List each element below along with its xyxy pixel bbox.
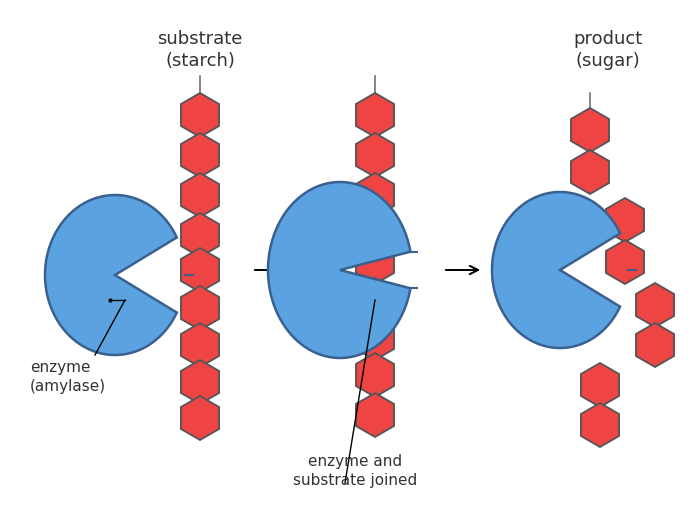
Polygon shape (181, 396, 219, 440)
Polygon shape (268, 182, 410, 358)
Polygon shape (181, 248, 219, 292)
Polygon shape (356, 393, 394, 437)
Polygon shape (636, 323, 674, 367)
Polygon shape (606, 198, 644, 242)
Text: enzyme and
substrate joined: enzyme and substrate joined (293, 455, 417, 488)
Polygon shape (181, 213, 219, 257)
Polygon shape (571, 108, 609, 152)
Polygon shape (356, 213, 394, 257)
Polygon shape (636, 283, 674, 327)
Text: enzyme
(amylase): enzyme (amylase) (30, 360, 106, 394)
Polygon shape (356, 93, 394, 137)
Polygon shape (356, 240, 394, 284)
Polygon shape (571, 150, 609, 194)
Polygon shape (356, 353, 394, 397)
Polygon shape (181, 173, 219, 217)
Text: substrate
(starch): substrate (starch) (158, 30, 243, 70)
Polygon shape (181, 93, 219, 137)
Polygon shape (356, 173, 394, 217)
Polygon shape (356, 316, 394, 360)
Polygon shape (356, 278, 394, 322)
Text: product
(sugar): product (sugar) (573, 30, 643, 70)
Polygon shape (181, 360, 219, 404)
Polygon shape (181, 133, 219, 177)
Polygon shape (45, 195, 177, 355)
Polygon shape (181, 323, 219, 367)
Polygon shape (581, 363, 619, 407)
Polygon shape (581, 403, 619, 447)
Polygon shape (356, 133, 394, 177)
Polygon shape (181, 286, 219, 330)
Polygon shape (606, 240, 644, 284)
Polygon shape (492, 192, 620, 348)
